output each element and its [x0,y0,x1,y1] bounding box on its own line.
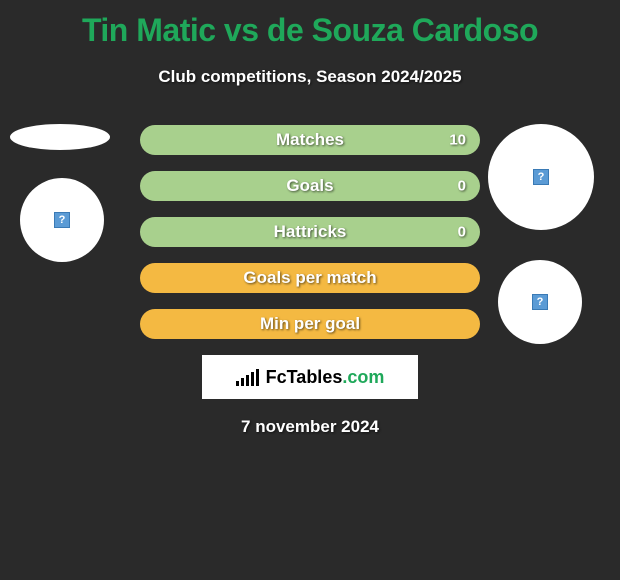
stat-row-goals: Goals 0 [140,171,480,201]
stat-label: Min per goal [260,314,360,334]
stat-value: 0 [458,178,466,195]
subtitle: Club competitions, Season 2024/2025 [0,67,620,87]
logo-chart-icon [236,368,260,386]
stats-container: Matches 10 Goals 0 Hattricks 0 Goals per… [0,125,620,437]
stat-row-goals-per-match: Goals per match [140,263,480,293]
stat-value: 10 [449,132,466,149]
stat-row-min-per-goal: Min per goal [140,309,480,339]
stat-row-matches: Matches 10 [140,125,480,155]
logo-text-black: FcTables [266,367,343,387]
snapshot-date: 7 november 2024 [0,417,620,437]
logo-text: FcTables.com [266,367,385,388]
stat-row-hattricks: Hattricks 0 [140,217,480,247]
branding-logo: FcTables.com [202,355,418,399]
page-title: Tin Matic vs de Souza Cardoso [0,0,620,49]
stat-value: 0 [458,224,466,241]
stat-label: Goals [286,176,333,196]
logo-text-green: .com [342,367,384,387]
stat-label: Hattricks [274,222,347,242]
stat-label: Goals per match [243,268,376,288]
stat-label: Matches [276,130,344,150]
